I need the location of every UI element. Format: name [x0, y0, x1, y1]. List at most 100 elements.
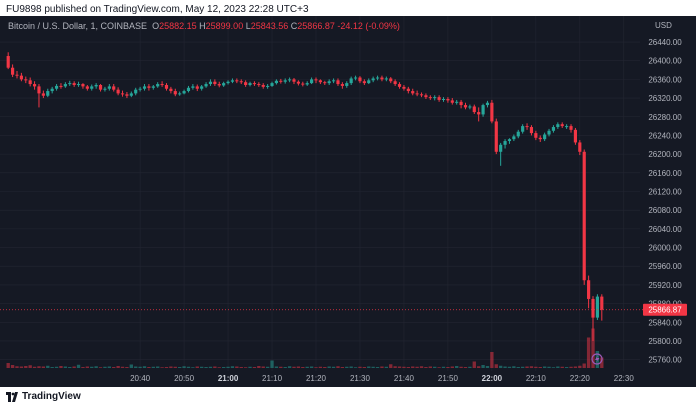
- candle-body: [459, 101, 463, 106]
- candle-body: [336, 80, 340, 85]
- candle-body: [94, 84, 98, 87]
- volume-bar: [235, 366, 239, 368]
- candle-body: [516, 131, 520, 137]
- time-tick-label: 21:30: [350, 374, 371, 383]
- candle-body: [173, 91, 177, 95]
- candle-body: [266, 85, 270, 87]
- candle-body: [499, 144, 503, 152]
- volume-bar: [340, 367, 345, 368]
- close-label: C: [290, 21, 298, 31]
- candle-body: [560, 124, 564, 127]
- volume-bar: [446, 367, 450, 368]
- volume-bar: [257, 366, 261, 368]
- volume-bar: [582, 363, 586, 368]
- price-tick-label: 26200.00: [648, 150, 682, 159]
- volume-bar: [472, 361, 476, 368]
- volume-bar: [415, 366, 419, 368]
- volume-bar: [591, 328, 595, 368]
- volume-bar: [81, 367, 85, 368]
- volume-bar: [318, 366, 323, 368]
- candle-body: [230, 80, 235, 82]
- volume-bar: [37, 366, 41, 368]
- volume-bar: [142, 366, 147, 368]
- time-tick-label: 22:00: [482, 374, 503, 383]
- symbol-name[interactable]: Bitcoin / U.S. Dollar, 1, COINBASE: [8, 21, 148, 31]
- volume-bar: [424, 367, 428, 368]
- candle-body: [37, 86, 41, 94]
- volume-bar: [90, 366, 94, 368]
- candle-body: [327, 81, 331, 84]
- candle-body: [393, 81, 397, 85]
- volume-bar: [28, 365, 32, 368]
- candle-body: [248, 83, 252, 85]
- volume-bar: [362, 367, 367, 368]
- volume-bar: [50, 367, 54, 368]
- time-tick-label: 21:40: [394, 374, 415, 383]
- candle-body: [595, 296, 599, 318]
- volume-bar: [15, 366, 19, 368]
- price-tick-label: 25920.00: [648, 281, 682, 290]
- candle-body: [547, 130, 551, 135]
- candle-body: [314, 79, 318, 81]
- lightning-icon[interactable]: [591, 353, 603, 365]
- volume-bar: [156, 366, 160, 368]
- candle-body: [455, 101, 459, 103]
- volume-bar: [498, 365, 503, 368]
- volume-bar: [6, 363, 10, 368]
- volume-bar: [160, 367, 164, 368]
- candle-body: [468, 106, 472, 108]
- candle-body: [565, 126, 569, 128]
- volume-bar: [292, 366, 296, 368]
- chart-panel[interactable]: 26440.00 26400.00 26360.00 26320.00 26280.00…: [0, 16, 696, 387]
- volume-bar: [468, 366, 472, 368]
- volume-bar: [129, 364, 133, 368]
- volume-bar: [287, 366, 292, 368]
- price-tick-label: 26440.00: [648, 38, 682, 47]
- volume-bar: [213, 366, 217, 368]
- open-label: O: [152, 21, 160, 31]
- price-tick-label: 26120.00: [648, 187, 682, 196]
- candle-body: [50, 88, 54, 92]
- volume-bar: [274, 366, 279, 368]
- candle-body: [103, 88, 107, 90]
- high-value: 25899.00: [205, 21, 244, 31]
- volume-bar: [76, 364, 81, 368]
- volume-bar: [279, 366, 283, 368]
- candle-body: [107, 86, 111, 89]
- volume-bar: [393, 366, 397, 368]
- volume-bar: [375, 367, 380, 368]
- candle-body: [446, 99, 450, 101]
- price-tick-label: 25840.00: [648, 318, 682, 327]
- candle-body: [19, 75, 23, 80]
- candle-body: [252, 83, 257, 85]
- volume-bar: [551, 367, 556, 368]
- candle-body: [116, 89, 120, 94]
- price-tick-label: 26360.00: [648, 75, 682, 84]
- candle-body: [551, 127, 556, 131]
- volume-bar: [151, 366, 155, 368]
- price-tick-label: 26080.00: [648, 206, 682, 215]
- candle-body: [349, 78, 353, 84]
- price-chart[interactable]: 26440.00 26400.00 26360.00 26320.00 26280.00…: [0, 16, 696, 387]
- volume-bar: [406, 367, 411, 368]
- time-tick-label: 22:30: [614, 374, 635, 383]
- candle-body: [178, 93, 182, 95]
- brand-name[interactable]: TradingView: [22, 391, 81, 402]
- volume-bar: [265, 366, 270, 368]
- candle-body: [582, 151, 586, 281]
- volume-bar: [261, 366, 265, 368]
- volume-bar: [248, 366, 252, 368]
- volume-bar: [525, 366, 529, 368]
- volume-bar: [534, 366, 538, 368]
- volume-bar: [578, 365, 582, 368]
- price-tick-label: 25760.00: [648, 356, 682, 365]
- candle-body: [195, 86, 199, 89]
- publisher-line: FU9898 published on TradingView.com, May…: [6, 4, 309, 15]
- volume-bar: [41, 366, 46, 368]
- candle-body: [301, 83, 305, 85]
- candle-body: [261, 84, 265, 87]
- candle-body: [142, 86, 147, 89]
- volume-bar: [112, 367, 116, 368]
- volume-bar: [305, 366, 309, 368]
- candle-body: [226, 81, 230, 84]
